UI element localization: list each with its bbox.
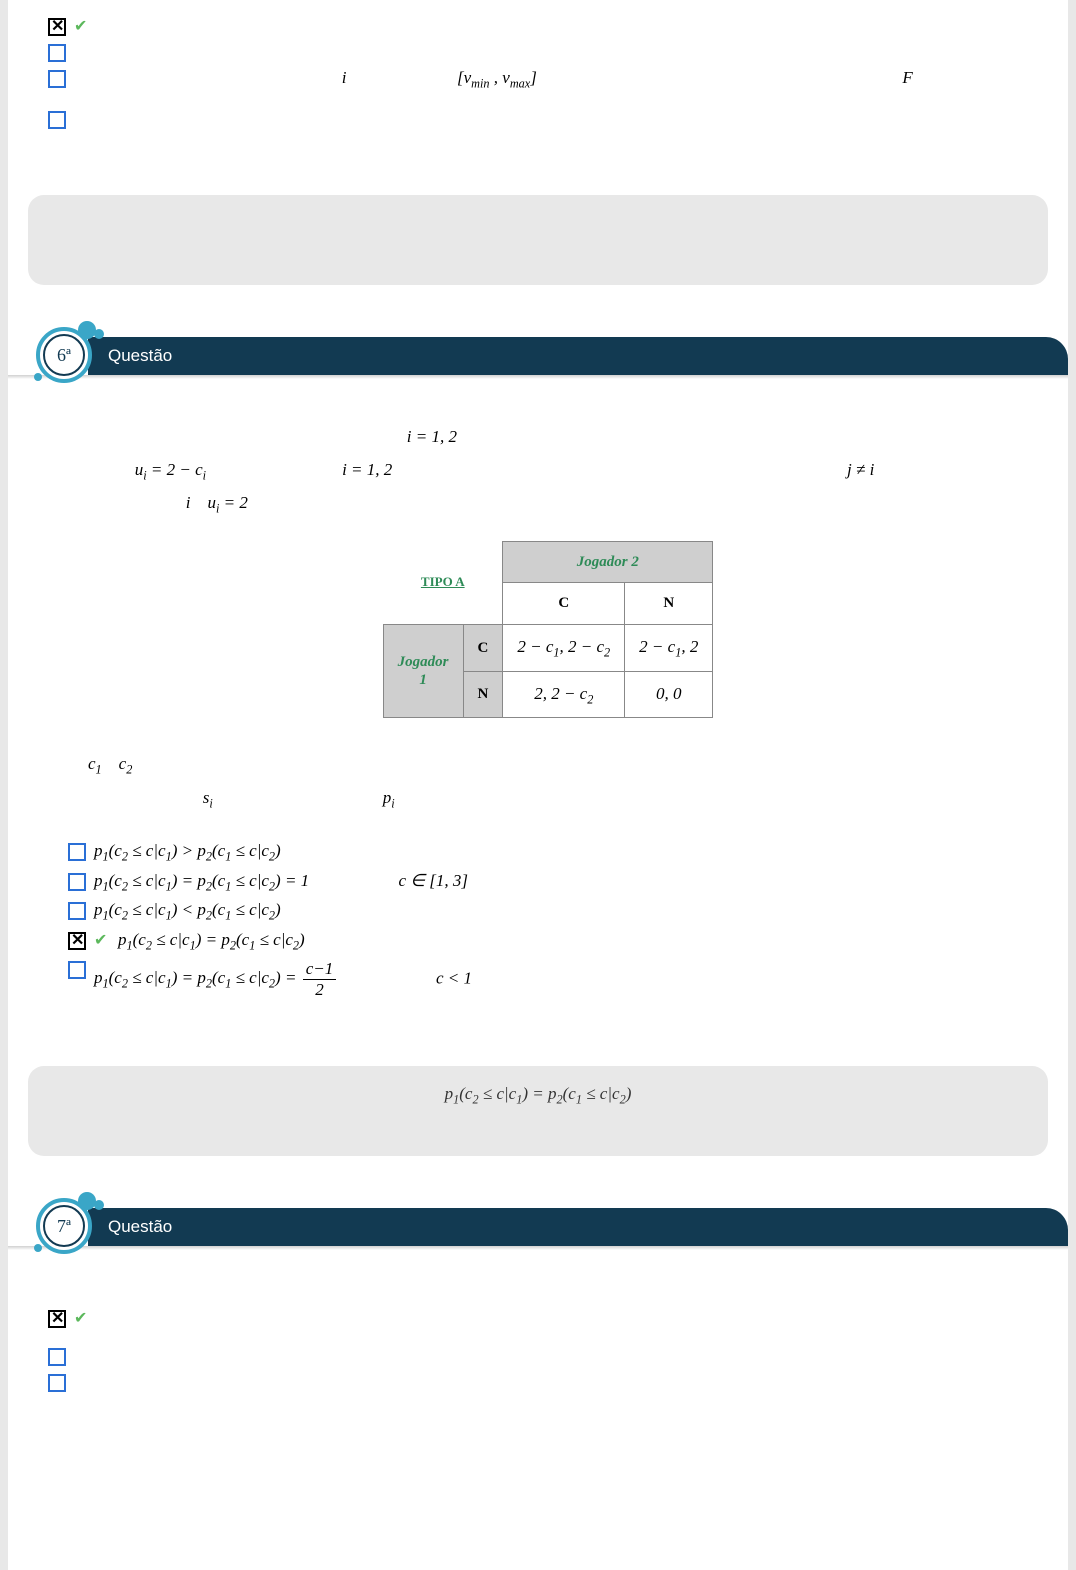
option-checkbox[interactable] <box>48 1310 66 1328</box>
q6-feedback-text: p1(c2 ≤ c|c1) = p2(c1 ≤ c|c2) <box>445 1087 632 1103</box>
q6-payoff-table: TIPO A Jogador 2 C N Jogador 1 C 2 − c1,… <box>383 541 714 718</box>
q6-header: 6ª Questão <box>8 325 1068 381</box>
q7-header: 7ª Questão <box>8 1196 1068 1252</box>
q7-title-bar: Questão <box>88 1208 1068 1246</box>
cell-NN: 0, 0 <box>625 671 713 718</box>
option-text: i [vmin , vmax] F <box>74 68 1028 91</box>
option-checkbox[interactable] <box>68 961 86 979</box>
option-text: p1(c2 ≤ c|c1) > p2(c1 ≤ c|c2) <box>94 841 1028 864</box>
q6-feedback: p1(c2 ≤ c|c1) = p2(c1 ≤ c|c2) <box>28 1066 1048 1156</box>
row-N: N <box>463 671 503 718</box>
q6-line2: ui = 2 − ci i = 1, 2 j ≠ i <box>88 454 1008 488</box>
correct-check-icon <box>74 1310 90 1326</box>
option-row[interactable]: p1(c2 ≤ c|c1) = p2(c1 ≤ c|c2) = 1 c ∈ [1… <box>68 871 1028 894</box>
q6-payoff-table-wrap: TIPO A Jogador 2 C N Jogador 1 C 2 − c1,… <box>88 541 1008 718</box>
correct-check-icon <box>74 18 90 34</box>
option-checkbox[interactable] <box>68 932 86 950</box>
option-checkbox[interactable] <box>48 1348 66 1366</box>
q6-after2: si pi <box>88 782 1008 816</box>
q7-number: 7ª <box>57 1216 71 1237</box>
q7-title: Questão <box>108 1217 172 1237</box>
q5-options-tail: i [vmin , vmax] F <box>8 0 1068 145</box>
q6-title-bar: Questão <box>88 337 1068 375</box>
page: i [vmin , vmax] F 6ª Quest <box>0 0 1076 1570</box>
option-row[interactable]: p1(c2 ≤ c|c1) > p2(c1 ≤ c|c2) <box>68 841 1028 864</box>
option-row[interactable]: p1(c2 ≤ c|c1) < p2(c1 ≤ c|c2) <box>68 900 1028 923</box>
q6-line3: i ui = 2 <box>88 487 1008 521</box>
q6-number: 6ª <box>57 345 71 366</box>
bubble-icon <box>34 373 42 381</box>
q7-options <box>8 1262 1068 1408</box>
bubble-icon <box>94 1200 104 1210</box>
tipo-label: TIPO A <box>421 574 465 589</box>
option-checkbox[interactable] <box>68 873 86 891</box>
option-text <box>98 1308 1028 1328</box>
q7-number-badge: 7ª <box>36 1198 92 1254</box>
option-checkbox[interactable] <box>48 18 66 36</box>
option-checkbox[interactable] <box>68 843 86 861</box>
option-text <box>74 42 1028 62</box>
option-row[interactable] <box>48 1372 1028 1392</box>
cell-CN: 2 − c1, 2 <box>625 624 713 671</box>
option-checkbox[interactable] <box>48 44 66 62</box>
cell-NC: 2, 2 − c2 <box>503 671 625 718</box>
option-row[interactable] <box>48 109 1028 129</box>
option-row[interactable]: i [vmin , vmax] F <box>48 68 1028 91</box>
option-row[interactable] <box>48 1308 1028 1328</box>
player1-header: Jogador <box>398 654 449 670</box>
option-row[interactable] <box>48 1346 1028 1366</box>
correct-check-icon <box>94 932 110 948</box>
q6-title: Questão <box>108 346 172 366</box>
q5-feedback <box>28 195 1048 285</box>
option-row[interactable]: p1(c2 ≤ c|c1) = p2(c1 ≤ c|c2) = c−12 c <… <box>68 959 1028 1000</box>
player1-sub: 1 <box>419 672 427 688</box>
q6-line1: i = 1, 2 <box>88 421 1008 453</box>
option-text <box>74 1346 1028 1366</box>
cell-CC: 2 − c1, 2 − c2 <box>503 624 625 671</box>
option-row[interactable] <box>48 16 1028 36</box>
option-text: p1(c2 ≤ c|c1) = p2(c1 ≤ c|c2) <box>118 930 1028 953</box>
option-text <box>74 1372 1028 1392</box>
option-text: p1(c2 ≤ c|c1) = p2(c1 ≤ c|c2) = c−12 c <… <box>94 959 1028 1000</box>
row-C: C <box>463 624 503 671</box>
option-checkbox[interactable] <box>48 111 66 129</box>
option-checkbox[interactable] <box>68 902 86 920</box>
option-text <box>74 109 1028 129</box>
bubble-icon <box>34 1244 42 1252</box>
option-text <box>98 16 1028 36</box>
option-text: p1(c2 ≤ c|c1) < p2(c1 ≤ c|c2) <box>94 900 1028 923</box>
option-row[interactable]: p1(c2 ≤ c|c1) = p2(c1 ≤ c|c2) <box>68 930 1028 953</box>
player2-header: Jogador 2 <box>503 541 713 583</box>
q6-after1: c1 c2 <box>88 748 1008 782</box>
col-C: C <box>503 583 625 625</box>
option-checkbox[interactable] <box>48 70 66 88</box>
q6-body: i = 1, 2 ui = 2 − ci i = 1, 2 j ≠ i <box>8 391 1068 825</box>
option-row[interactable] <box>48 42 1028 62</box>
q6-options: p1(c2 ≤ c|c1) > p2(c1 ≤ c|c2) p1(c2 ≤ c|c… <box>8 825 1068 1016</box>
option-checkbox[interactable] <box>48 1374 66 1392</box>
option-text: p1(c2 ≤ c|c1) = p2(c1 ≤ c|c2) = 1 c ∈ [1… <box>94 871 1028 894</box>
col-N: N <box>625 583 713 625</box>
q6-number-badge: 6ª <box>36 327 92 383</box>
